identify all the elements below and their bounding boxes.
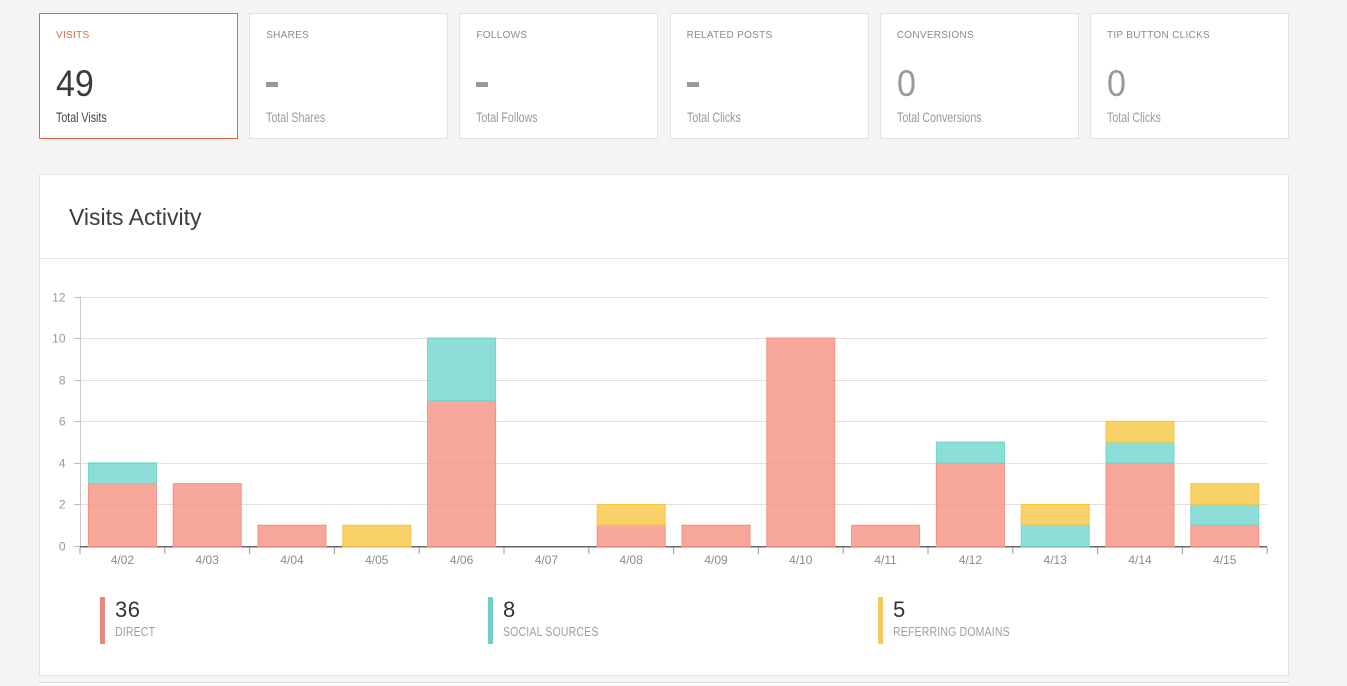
svg-text:4/07: 4/07 — [535, 553, 559, 567]
svg-text:4/09: 4/09 — [704, 553, 728, 567]
svg-text:4/02: 4/02 — [111, 553, 135, 567]
svg-text:4/12: 4/12 — [959, 553, 983, 567]
svg-text:4/10: 4/10 — [789, 553, 813, 567]
svg-text:4/11: 4/11 — [874, 553, 897, 567]
svg-text:4/13: 4/13 — [1044, 553, 1068, 567]
svg-text:4/04: 4/04 — [280, 553, 304, 567]
svg-text:0: 0 — [59, 540, 66, 554]
svg-text:4/06: 4/06 — [450, 553, 474, 567]
svg-text:12: 12 — [52, 291, 66, 305]
svg-text:6: 6 — [59, 415, 66, 429]
svg-text:4/15: 4/15 — [1213, 553, 1237, 567]
svg-text:2: 2 — [59, 498, 66, 512]
svg-text:8: 8 — [59, 374, 66, 388]
svg-text:4/03: 4/03 — [196, 553, 220, 567]
svg-text:4/08: 4/08 — [620, 553, 644, 567]
svg-text:4/14: 4/14 — [1128, 553, 1152, 567]
svg-text:4: 4 — [59, 457, 66, 471]
svg-text:10: 10 — [52, 332, 66, 346]
svg-text:4/05: 4/05 — [365, 553, 389, 567]
